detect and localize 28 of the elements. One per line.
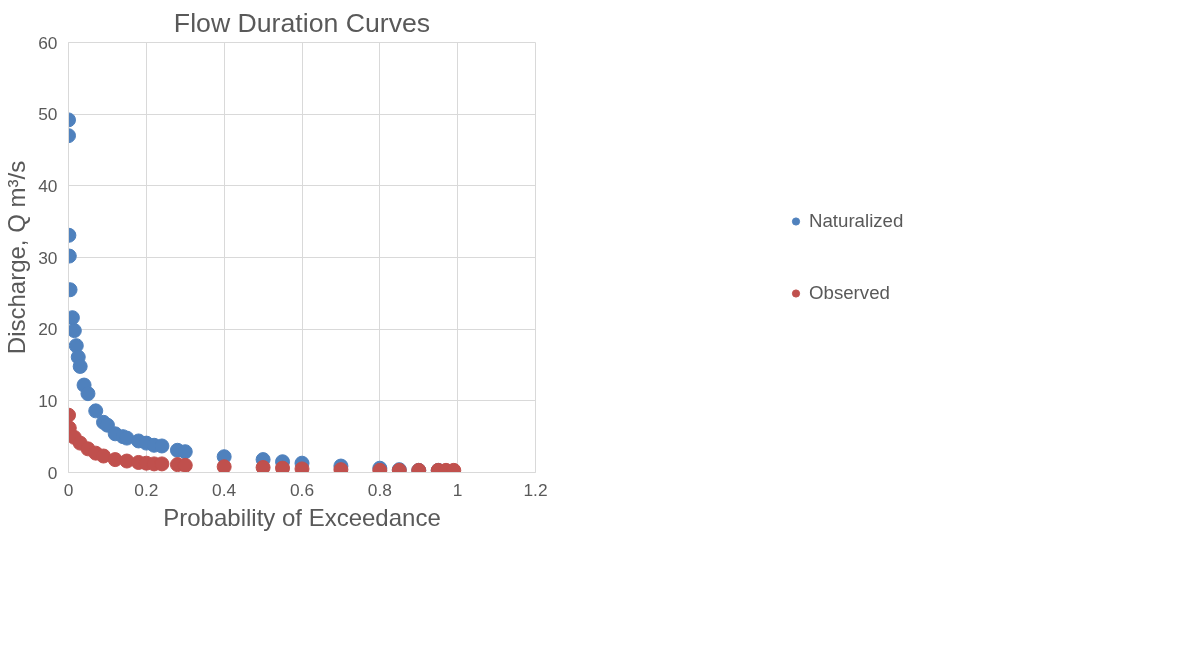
point	[96, 448, 112, 464]
y-axis-title: Discharge, Q m³/s	[3, 160, 31, 355]
y-tick-label: 30	[38, 247, 58, 268]
x-tick-label: 0.2	[134, 479, 159, 500]
point	[68, 323, 82, 339]
point	[216, 459, 232, 473]
y-tick-label: 10	[38, 390, 58, 411]
legend-label: Observed	[809, 282, 891, 304]
point	[275, 460, 291, 473]
y-tick-label: 20	[38, 319, 58, 340]
y-tick-label: 0	[47, 462, 58, 483]
x-tick-label: 1	[452, 479, 463, 500]
y-tick-label: 40	[38, 175, 58, 196]
x-tick-label: 0.8	[367, 479, 392, 500]
x-tick-label: 0	[63, 479, 74, 500]
x-axis-title: Probability of Exceedance	[163, 503, 441, 531]
point	[255, 460, 271, 473]
point	[80, 386, 96, 402]
x-tick-label: 1.2	[523, 479, 548, 500]
y-tick-label: 60	[38, 32, 58, 53]
x-tick-label: 0.6	[289, 479, 315, 500]
chart-title: Flow Duration Curves	[173, 7, 431, 38]
point	[88, 403, 104, 419]
point	[294, 461, 310, 473]
y-tick-label: 50	[38, 104, 58, 125]
legend-label: Naturalized	[809, 210, 905, 232]
point	[72, 358, 88, 374]
x-tick-label: 0.4	[212, 479, 237, 500]
